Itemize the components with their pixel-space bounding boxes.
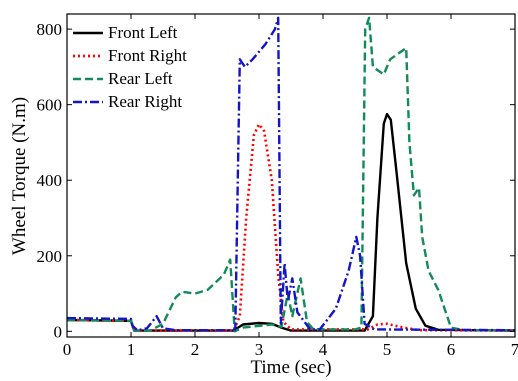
x-axis: 0 1 2 3 4 5 6 7 — [63, 14, 518, 359]
plot-frame — [66, 13, 516, 338]
plot-background — [67, 14, 515, 337]
y-axis-label: Wheel Torque (N.m) — [9, 97, 30, 255]
y-tick-label-4: 800 — [37, 20, 63, 39]
legend: Front Left Front Right Rear Left Rear Right — [73, 23, 187, 111]
series-line-3 — [66, 16, 516, 332]
x-tick-label-5: 5 — [383, 340, 392, 359]
y-tick-label-1: 200 — [37, 247, 63, 266]
x-tick-label-4: 4 — [319, 340, 328, 359]
series-line-1 — [66, 123, 516, 332]
x-tick-label-3: 3 — [255, 340, 264, 359]
series-lines — [66, 16, 516, 333]
y-tick-label-0: 0 — [54, 322, 63, 341]
x-tick-label-6: 6 — [447, 340, 456, 359]
y-tick-label-3: 600 — [37, 96, 63, 115]
legend-label-1: Front Right — [108, 46, 187, 65]
y-axis: 0 200 400 600 800 — [37, 20, 515, 341]
legend-label-0: Front Left — [108, 23, 178, 42]
series-line-2 — [66, 16, 515, 333]
legend-label-3: Rear Right — [108, 92, 182, 111]
x-tick-label-1: 1 — [127, 340, 136, 359]
x-axis-label: Time (sec) — [250, 357, 331, 378]
x-tick-label-2: 2 — [191, 340, 200, 359]
series-line-0 — [66, 112, 516, 332]
x-tick-label-7: 7 — [511, 340, 518, 359]
y-tick-label-2: 400 — [37, 171, 63, 190]
legend-label-2: Rear Left — [108, 69, 173, 88]
x-tick-label-0: 0 — [63, 340, 72, 359]
